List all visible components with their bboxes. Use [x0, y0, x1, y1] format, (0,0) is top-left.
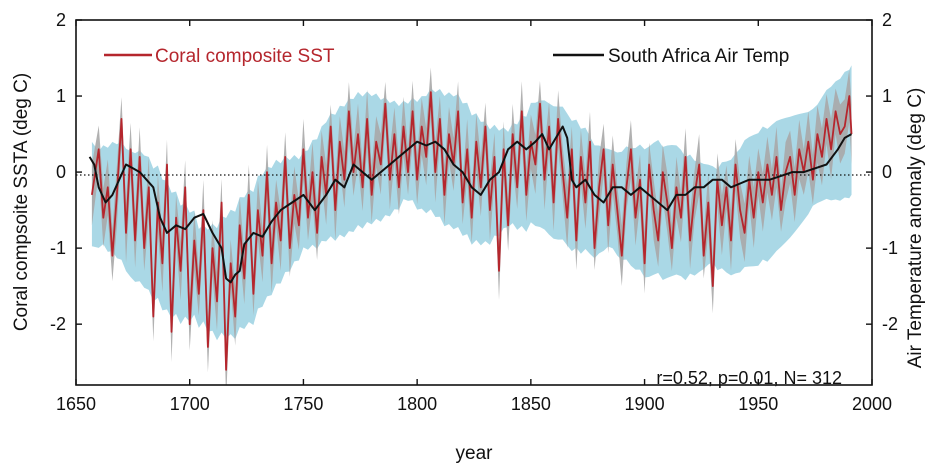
series-line-coral-sst — [91, 91, 853, 371]
x-tick-label: 1800 — [397, 394, 437, 414]
series-layer — [88, 91, 853, 371]
legend-label-coral: Coral composite SST — [155, 46, 335, 67]
y-tick-label-left: 0 — [56, 162, 66, 182]
y-tick-label-right: 2 — [882, 10, 892, 30]
x-axis-title: year — [456, 443, 494, 464]
y-tick-label-right: -2 — [882, 314, 898, 334]
stats-annotation: r=0.52, p=0.01, N= 312 — [656, 368, 842, 388]
y-tick-label-left: 2 — [56, 10, 66, 30]
grey-uncertainty-band — [91, 67, 852, 385]
x-tick-label: 1650 — [56, 394, 96, 414]
x-tick-label: 1900 — [625, 394, 665, 414]
y-axis-right-title: Air Temperature anomaly (deg C) — [905, 88, 926, 369]
uncertainty-bands — [91, 65, 852, 385]
y-tick-label-left: 1 — [56, 86, 66, 106]
axis-ticks: 1650 1700 1750 1800 1850 1900 1950 2000 -2 -2 -1 -1… — [50, 10, 898, 414]
y-tick-label-right: -1 — [882, 238, 898, 258]
legend-label-air: South Africa Air Temp — [608, 46, 789, 67]
x-tick-label: 1850 — [511, 394, 551, 414]
x-tick-label: 1750 — [283, 394, 323, 414]
x-tick-label: 2000 — [852, 394, 892, 414]
legend: Coral composite SST South Africa Air Tem… — [104, 46, 789, 67]
y-tick-label-left: -1 — [50, 238, 66, 258]
y-tick-label-left: -2 — [50, 314, 66, 334]
x-tick-label: 1950 — [738, 394, 778, 414]
y-axis-left-title: Coral compsoite SSTA (deg C) — [11, 73, 32, 331]
y-tick-label-right: 1 — [882, 86, 892, 106]
series-line-air-temp — [88, 125, 852, 284]
y-tick-label-right: 0 — [882, 162, 892, 182]
plot-frame — [75, 19, 873, 386]
x-tick-label: 1700 — [170, 394, 210, 414]
